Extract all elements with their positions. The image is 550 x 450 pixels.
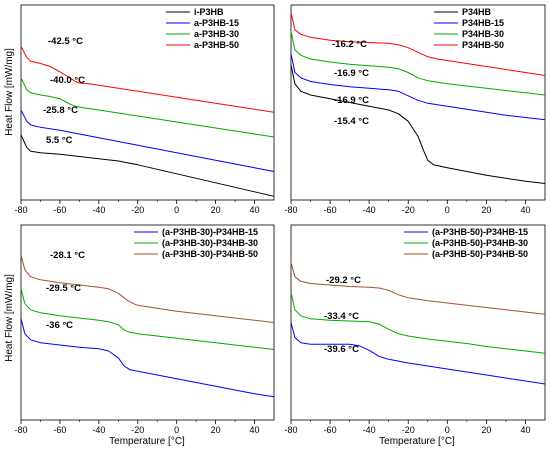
legend-label: (a-P3HB-30)-P34HB-50 <box>162 249 258 259</box>
series-line-0 <box>290 64 546 184</box>
x-tick-label: -80 <box>284 205 297 215</box>
legend-label: P34HB-15 <box>462 18 504 28</box>
x-tick-label: 0 <box>174 205 179 215</box>
x-tick-label: 20 <box>211 205 221 215</box>
x-axis-label-right: Temperature [°C] <box>379 436 455 447</box>
series-line-3 <box>20 46 275 113</box>
x-tick-label: 0 <box>174 425 179 435</box>
x-tick-label: -60 <box>53 205 66 215</box>
x-tick-label: 0 <box>445 205 450 215</box>
series-line-1 <box>20 288 275 350</box>
x-tick-label: 20 <box>211 425 221 435</box>
x-tick-label: 0 <box>445 425 450 435</box>
tg-annotation: -36 °C <box>46 320 73 331</box>
x-tick-label: -40 <box>92 205 105 215</box>
x-tick-label: -20 <box>131 205 144 215</box>
legend-label: (a-P3HB-30)-P34HB-30 <box>162 238 258 248</box>
tg-annotation: -25.8 °C <box>43 105 78 116</box>
series-line-1 <box>290 292 546 354</box>
legend-label: (a-P3HB-50)-P34HB-15 <box>432 227 528 237</box>
x-tick-label: -80 <box>14 425 27 435</box>
series-line-1 <box>20 109 275 172</box>
x-tick-label: -40 <box>363 425 376 435</box>
plot-frame <box>290 4 546 201</box>
x-tick-label: 40 <box>250 425 260 435</box>
legend-label: a-P3HB-15 <box>194 18 239 28</box>
legend-label: P34HB-50 <box>462 40 504 50</box>
x-tick-label: -80 <box>284 425 297 435</box>
tg-annotation: -16.2 °C <box>332 39 367 50</box>
legend-label: i-P3HB <box>194 7 224 17</box>
chart-panel-bottom-left: -80 -60 -40 -20 0 20 40 -36 °C -29.5 °C -28.1 °C (… <box>14 224 275 435</box>
x-tick-label: -20 <box>402 425 415 435</box>
x-tick-label: -40 <box>92 425 105 435</box>
chart-legend: (a-P3HB-50)-P34HB-15(a-P3HB-50)-P34HB-30… <box>404 227 528 259</box>
tg-annotation: -16.9 °C <box>334 95 369 106</box>
tg-annotation: -39.6 °C <box>324 344 359 355</box>
legend-label: a-P3HB-50 <box>194 40 239 50</box>
x-tick-label: -60 <box>324 205 337 215</box>
series-line-3 <box>290 12 546 76</box>
legend-label: P34HB-30 <box>462 29 504 39</box>
tg-annotation: -33.4 °C <box>324 311 359 322</box>
x-tick-label: 20 <box>481 425 491 435</box>
x-tick-label: 40 <box>520 205 530 215</box>
chart-panel-top-left: -80 -60 -40 -20 0 20 40 5.5 °C -25.8 °C -40.0 °C -… <box>14 4 275 215</box>
tg-annotation: -29.5 °C <box>46 283 81 294</box>
x-tick-label: -60 <box>53 425 66 435</box>
x-tick-label: 40 <box>250 205 260 215</box>
tg-annotation: -28.1 °C <box>50 250 85 261</box>
x-tick-label: 20 <box>481 205 491 215</box>
tg-annotation: 5.5 °C <box>46 135 73 146</box>
chart-legend: (a-P3HB-30)-P34HB-15(a-P3HB-30)-P34HB-30… <box>134 227 258 259</box>
y-axis-label-bottom: Heat Flow [mW/mg] <box>4 274 15 362</box>
x-tick-label: -40 <box>363 205 376 215</box>
series-line-0 <box>290 322 546 385</box>
x-tick-label: -80 <box>14 205 27 215</box>
series-line-2 <box>20 254 275 323</box>
y-axis-label-top: Heat Flow [mW/mg] <box>4 48 15 136</box>
series-line-2 <box>290 31 546 96</box>
series-line-2 <box>20 77 275 138</box>
tg-annotation: -15.4 °C <box>334 116 369 127</box>
x-axis-label-left: Temperature [°C] <box>109 436 185 447</box>
x-tick-label: 40 <box>520 425 530 435</box>
legend-label: (a-P3HB-30)-P34HB-15 <box>162 227 258 237</box>
tg-annotation: -40.0 °C <box>50 75 85 86</box>
legend-label: (a-P3HB-50)-P34HB-30 <box>432 238 528 248</box>
tg-annotation: -16.9 °C <box>334 68 369 79</box>
plot-frame <box>20 4 275 201</box>
chart-panel-bottom-right: -80 -60 -40 -20 0 20 40 -39.6 °C -33.4 °C -29.2 °… <box>284 224 546 435</box>
x-tick-label: -20 <box>402 205 415 215</box>
tg-annotation: -29.2 °C <box>326 275 361 286</box>
series-line-0 <box>20 134 275 197</box>
series-line-1 <box>290 53 546 121</box>
tg-annotation: -42.5 °C <box>48 36 83 47</box>
legend-label: a-P3HB-30 <box>194 29 239 39</box>
x-tick-label: -20 <box>131 425 144 435</box>
x-tick-label: -60 <box>324 425 337 435</box>
chart-panel-top-right: -80 -60 -40 -20 0 20 40 -15.4 °C -16.9 °C -16.9 °… <box>284 4 546 215</box>
series-line-2 <box>290 262 546 315</box>
series-line-0 <box>20 318 275 398</box>
legend-label: P34HB <box>462 7 492 17</box>
legend-label: (a-P3HB-50)-P34HB-50 <box>432 249 528 259</box>
